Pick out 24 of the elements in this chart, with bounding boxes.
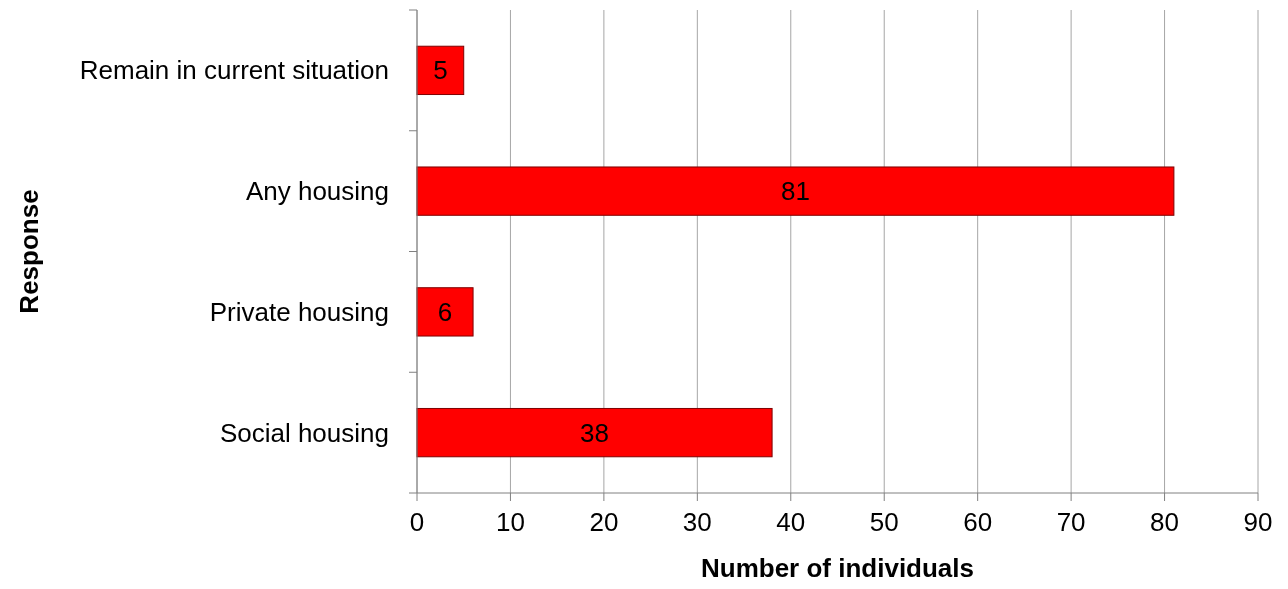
x-tick-label: 20 — [589, 507, 619, 537]
data-label: 6 — [437, 296, 453, 327]
y-axis-title: Response — [14, 189, 44, 314]
y-tick-label: Private housing — [209, 296, 389, 327]
x-tick-label: 30 — [682, 507, 712, 537]
data-label: 38 — [580, 417, 610, 448]
data-label: 81 — [780, 176, 810, 207]
x-tick-label: 60 — [963, 507, 993, 537]
x-tick-label: 10 — [495, 507, 525, 537]
y-tick-label: Remain in current situation — [79, 55, 389, 86]
bar — [416, 287, 474, 337]
y-tick-label: Social housing — [219, 417, 389, 448]
y-tick-label: Any housing — [245, 176, 389, 207]
bar — [416, 45, 465, 96]
x-axis-title: Number of individuals — [700, 553, 975, 583]
data-label: 5 — [433, 55, 448, 86]
x-tick-label: 70 — [1056, 507, 1086, 537]
bar — [416, 407, 773, 458]
x-tick-label: 90 — [1243, 507, 1273, 537]
x-tick-label: 40 — [776, 507, 806, 537]
x-tick-label: 80 — [1150, 507, 1180, 537]
bar — [416, 166, 1175, 216]
x-tick-label: 50 — [869, 507, 899, 537]
x-tick-label: 0 — [409, 507, 425, 537]
